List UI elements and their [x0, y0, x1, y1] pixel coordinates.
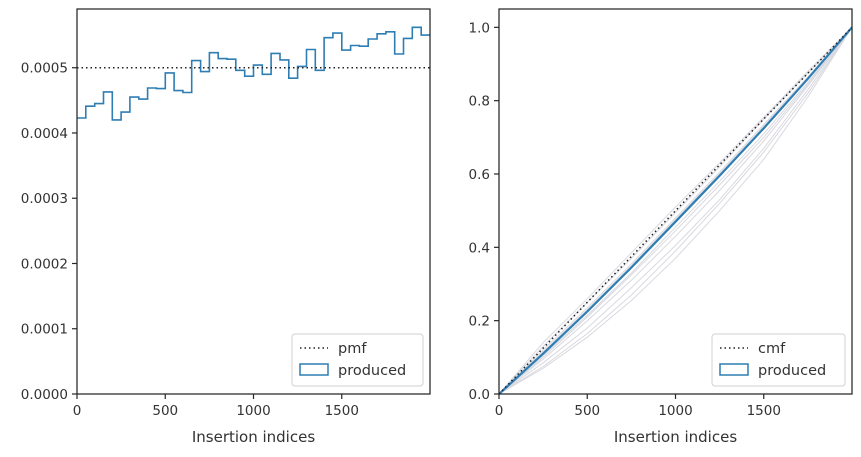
y-tick-label: 0.0002 — [21, 256, 68, 272]
y-tick-label: 0.4 — [469, 240, 490, 256]
x-tick-label: 1000 — [658, 403, 692, 419]
legend-box — [291, 333, 424, 387]
legend-patch-swatch — [299, 363, 329, 376]
legend: pmf produced — [291, 333, 424, 387]
y-tick-label: 1.0 — [469, 20, 490, 36]
background-series-line — [498, 26, 853, 395]
legend-label: cmf — [758, 341, 786, 357]
x-tick-label: 0 — [73, 403, 82, 419]
y-tick-label: 0.6 — [469, 167, 490, 183]
legend-box — [711, 333, 846, 387]
legend-label: produced — [758, 363, 826, 379]
y-tick-label: 0.0 — [469, 387, 490, 403]
y-tick-label: 0.0000 — [21, 387, 68, 403]
x-tick-label: 1000 — [236, 403, 270, 419]
legend-label: pmf — [338, 341, 367, 357]
background-series-line — [498, 26, 853, 395]
x-tick-label: 1500 — [325, 403, 359, 419]
y-tick-label: 0.0004 — [21, 126, 68, 142]
produced-series-line — [77, 26, 430, 121]
y-tick-label: 0.2 — [469, 314, 490, 330]
legend-label: produced — [338, 363, 406, 379]
x-tick-label: 0 — [495, 403, 504, 419]
background-series-line — [498, 26, 853, 395]
x-axis-title: Insertion indices — [614, 428, 737, 446]
background-series-line — [498, 26, 853, 395]
legend-patch-swatch — [719, 363, 749, 376]
background-series-line — [498, 27, 853, 395]
x-tick-label: 1500 — [747, 403, 781, 419]
pmf-chart: 0 500 1000 1500 0.0000 0.0001 0.0002 0.0003 0.00… — [21, 8, 431, 446]
x-axis-title: Insertion indices — [192, 428, 315, 446]
y-tick-label: 0.0001 — [21, 322, 68, 338]
x-tick-label: 500 — [152, 403, 178, 419]
cmf-chart: 0 500 1000 1500 0.0 0.2 0.4 0.6 0.8 1.0 cmf produc… — [469, 8, 853, 446]
background-series-line — [498, 26, 853, 395]
x-tick-label: 500 — [574, 403, 600, 419]
cmf-line — [498, 26, 853, 395]
produced-series-line — [498, 26, 853, 395]
y-tick-label: 0.0003 — [21, 191, 68, 207]
y-tick-label: 0.0005 — [21, 61, 68, 77]
legend: cmf produced — [711, 333, 846, 387]
background-series-line — [498, 27, 853, 395]
background-series-line — [498, 27, 853, 395]
y-tick-label: 0.8 — [469, 94, 490, 110]
